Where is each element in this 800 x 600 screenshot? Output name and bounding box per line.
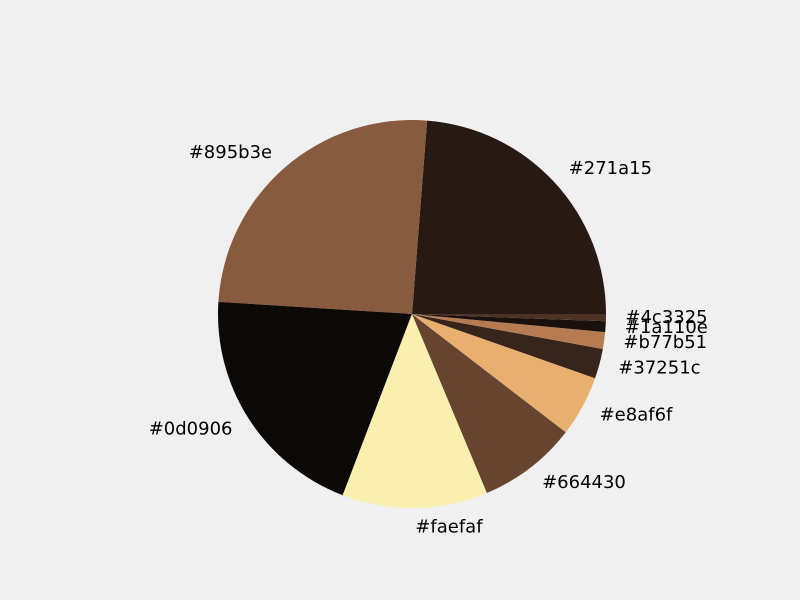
pie-slice-label: #271a15: [569, 158, 652, 179]
pie-slice: [218, 301, 412, 496]
pie-labels: #271a15 #895b3e #0d0906 #faefaf #664430 #e8af…: [149, 142, 708, 538]
pie-slice: [412, 120, 606, 314]
pie-slice: [412, 314, 596, 433]
pie-slice: [412, 314, 606, 349]
pie-slice-label: #37251c: [618, 358, 700, 379]
pie-slice: [412, 314, 566, 493]
pie-slice-label: #e8af6f: [600, 405, 673, 426]
pie-slice-label: #1a110e: [625, 317, 708, 338]
pie-slice-label: #b77b51: [623, 332, 707, 353]
pie-slice-label: #664430: [542, 472, 626, 493]
pie-slice: [218, 119, 428, 314]
pie-slice-label: #4c3325: [625, 307, 707, 328]
pie-slice-label: #faefaf: [415, 516, 483, 537]
pie-slice: [342, 314, 487, 508]
pie-slice-label: #895b3e: [189, 142, 272, 163]
pie-slice: [412, 314, 603, 379]
pie-slices: [218, 119, 606, 508]
pie-slice-label: #0d0906: [149, 418, 233, 439]
pie-slice: [412, 314, 606, 322]
pie-slice: [412, 314, 606, 333]
